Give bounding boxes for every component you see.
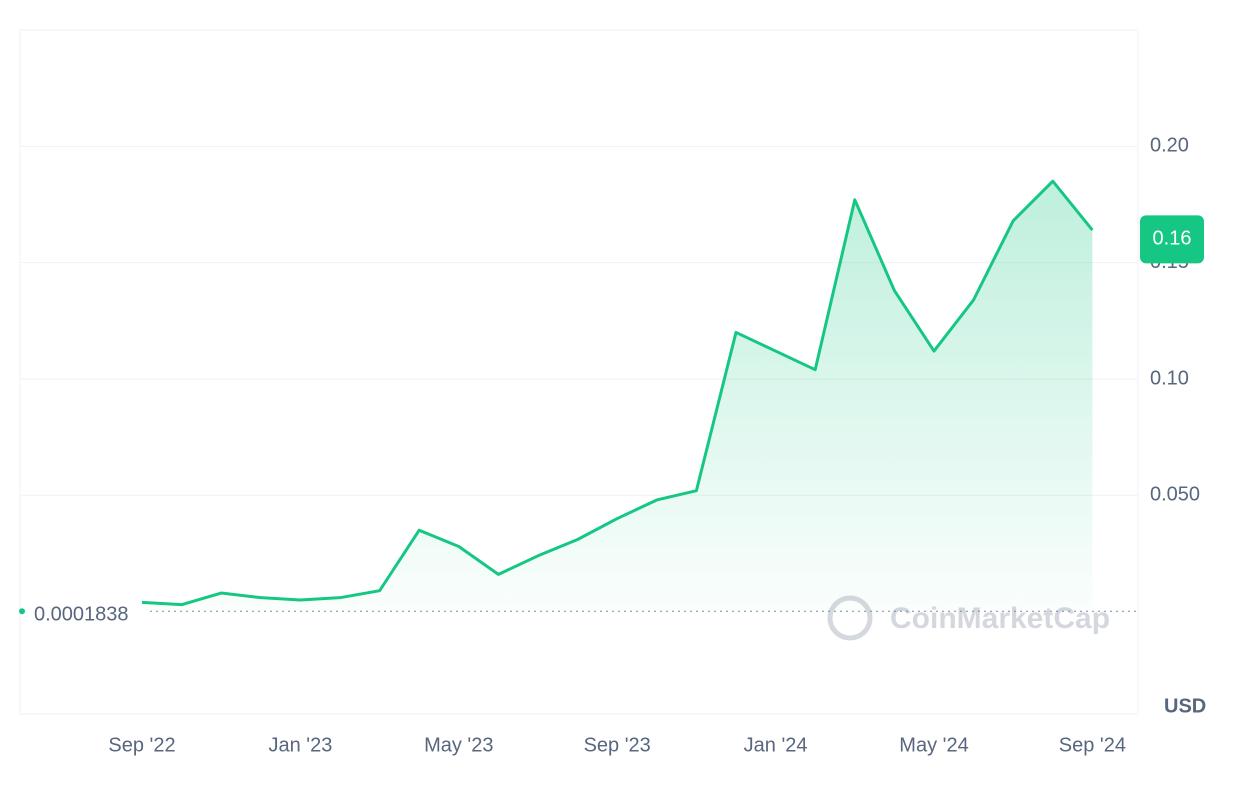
x-tick-label: Sep '22 xyxy=(108,734,175,756)
x-tick-label: Sep '23 xyxy=(584,734,651,756)
y-tick-label: 0.10 xyxy=(1150,367,1189,389)
currency-label: USD xyxy=(1164,695,1206,717)
x-tick-label: Jan '24 xyxy=(744,734,808,756)
y-tick-label: 0.050 xyxy=(1150,484,1200,506)
x-tick-label: May '23 xyxy=(424,734,493,756)
price-line xyxy=(141,179,1094,607)
start-price-dot xyxy=(19,608,25,615)
start-price-label: 0.0001838 xyxy=(34,603,129,625)
x-tick-label: Jan '23 xyxy=(268,734,332,756)
y-tick-label: 0.20 xyxy=(1150,135,1189,157)
x-tick-label: Sep '24 xyxy=(1059,734,1126,756)
plot-frame xyxy=(19,29,1139,715)
current-price-badge xyxy=(1140,215,1204,264)
price-area xyxy=(142,181,1093,612)
x-tick-label: May '24 xyxy=(899,734,968,756)
current-price-label: 0.16 xyxy=(1153,228,1192,250)
